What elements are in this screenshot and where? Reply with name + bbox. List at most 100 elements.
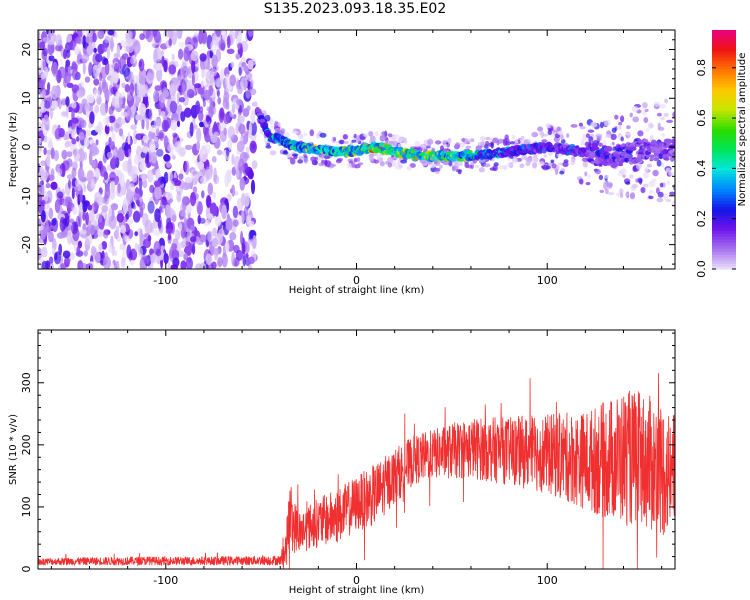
ridge-halo-speckle bbox=[664, 98, 668, 104]
bottom-y-axis-label: SNR (10 * v/v) bbox=[8, 414, 19, 485]
noise-speckle bbox=[121, 103, 126, 109]
noise-speckle bbox=[141, 119, 145, 130]
noise-speckle bbox=[67, 231, 72, 245]
noise-speckle bbox=[130, 56, 134, 65]
noise-speckle bbox=[211, 156, 217, 163]
ridge-halo-speckle bbox=[351, 139, 357, 143]
ridge-halo-speckle bbox=[362, 133, 370, 138]
noise-speckle bbox=[95, 139, 99, 146]
ridge-halo-speckle bbox=[291, 130, 299, 135]
ridge-halo-speckle bbox=[656, 112, 662, 117]
colorbar-segment bbox=[712, 86, 736, 91]
noise-speckle bbox=[225, 85, 231, 93]
noise-speckle bbox=[47, 231, 54, 243]
ridge-halo-speckle bbox=[392, 140, 398, 147]
noise-speckle bbox=[176, 120, 181, 128]
ridge-halo-speckle bbox=[329, 163, 337, 167]
noise-speckle bbox=[186, 88, 195, 99]
ridge-halo-speckle bbox=[602, 139, 607, 147]
ridge-halo-speckle bbox=[644, 108, 649, 113]
colorbar-segment bbox=[712, 149, 736, 154]
ridge-halo-speckle bbox=[303, 157, 309, 164]
noise-speckle bbox=[82, 35, 87, 49]
noise-speckle bbox=[129, 83, 135, 96]
noise-speckle bbox=[130, 124, 137, 130]
noise-speckle bbox=[167, 192, 173, 205]
noise-speckle bbox=[212, 227, 217, 237]
noise-speckle bbox=[163, 154, 171, 162]
ridge-halo-speckle bbox=[607, 183, 613, 189]
ridge-blob bbox=[618, 162, 624, 167]
noise-speckle bbox=[191, 72, 195, 86]
bottom-x-tick-label: 0 bbox=[353, 574, 360, 587]
ridge-blob bbox=[671, 138, 675, 145]
ridge-halo-speckle bbox=[265, 145, 272, 149]
ridge-blob bbox=[641, 145, 646, 150]
noise-speckle bbox=[235, 77, 240, 91]
noise-speckle bbox=[237, 42, 243, 49]
noise-speckle bbox=[119, 92, 126, 99]
noise-speckle bbox=[109, 126, 114, 132]
noise-speckle bbox=[71, 138, 77, 145]
ridge-halo-speckle bbox=[542, 133, 549, 137]
noise-speckle bbox=[98, 243, 103, 252]
noise-speckle bbox=[204, 169, 213, 180]
noise-speckle bbox=[139, 228, 143, 241]
ridge-halo-speckle bbox=[368, 131, 374, 137]
noise-speckle bbox=[148, 108, 153, 121]
ridge-halo-speckle bbox=[545, 123, 552, 129]
noise-speckle bbox=[128, 251, 133, 261]
ridge-halo-speckle bbox=[507, 157, 511, 162]
ridge-halo-speckle bbox=[642, 102, 648, 109]
noise-speckle bbox=[93, 78, 100, 86]
noise-speckle bbox=[213, 248, 221, 256]
noise-speckle bbox=[225, 148, 230, 157]
noise-speckle bbox=[190, 236, 197, 243]
noise-speckle bbox=[62, 250, 71, 259]
ridge-halo-speckle bbox=[400, 159, 407, 164]
ridge-halo-speckle bbox=[628, 174, 634, 179]
colorbar-segment bbox=[712, 167, 736, 172]
noise-speckle bbox=[199, 149, 204, 164]
noise-speckle bbox=[243, 152, 250, 159]
noise-speckle bbox=[195, 100, 201, 115]
noise-speckle bbox=[90, 142, 98, 157]
noise-speckle bbox=[190, 169, 198, 179]
colorbar-segment bbox=[712, 35, 736, 40]
noise-speckle bbox=[65, 96, 70, 107]
noise-speckle bbox=[78, 131, 85, 141]
noise-speckle bbox=[80, 263, 88, 269]
noise-speckle bbox=[171, 111, 179, 123]
ridge-halo-speckle bbox=[651, 178, 657, 183]
noise-speckle bbox=[203, 143, 211, 155]
noise-speckle bbox=[76, 34, 84, 45]
noise-speckle bbox=[103, 171, 109, 181]
noise-speckle bbox=[215, 36, 221, 43]
noise-speckle bbox=[154, 208, 161, 223]
noise-speckle bbox=[134, 242, 138, 252]
ridge-halo-speckle bbox=[603, 119, 611, 127]
ridge-halo-speckle bbox=[626, 125, 631, 130]
noise-speckle bbox=[44, 116, 50, 131]
ridge-halo-speckle bbox=[585, 181, 591, 186]
noise-speckle bbox=[236, 140, 245, 152]
ridge-halo-speckle bbox=[648, 195, 654, 200]
colorbar-segment bbox=[712, 257, 736, 261]
noise-speckle bbox=[181, 81, 186, 96]
ridge-halo-speckle bbox=[511, 134, 515, 141]
noise-speckle bbox=[144, 219, 153, 234]
ridge-halo-speckle bbox=[542, 165, 549, 171]
ridge-halo-speckle bbox=[656, 159, 662, 167]
noise-speckle bbox=[111, 97, 116, 107]
ridge-halo-speckle bbox=[527, 138, 531, 142]
noise-speckle bbox=[205, 194, 212, 208]
noise-speckle bbox=[203, 89, 211, 101]
noise-speckle bbox=[231, 184, 236, 197]
ridge-halo-speckle bbox=[309, 129, 315, 137]
noise-speckle bbox=[213, 167, 217, 183]
noise-speckle bbox=[154, 162, 159, 170]
noise-speckle bbox=[142, 146, 149, 154]
noise-speckle bbox=[206, 213, 214, 219]
noise-speckle bbox=[76, 117, 85, 129]
noise-speckle bbox=[215, 30, 222, 38]
